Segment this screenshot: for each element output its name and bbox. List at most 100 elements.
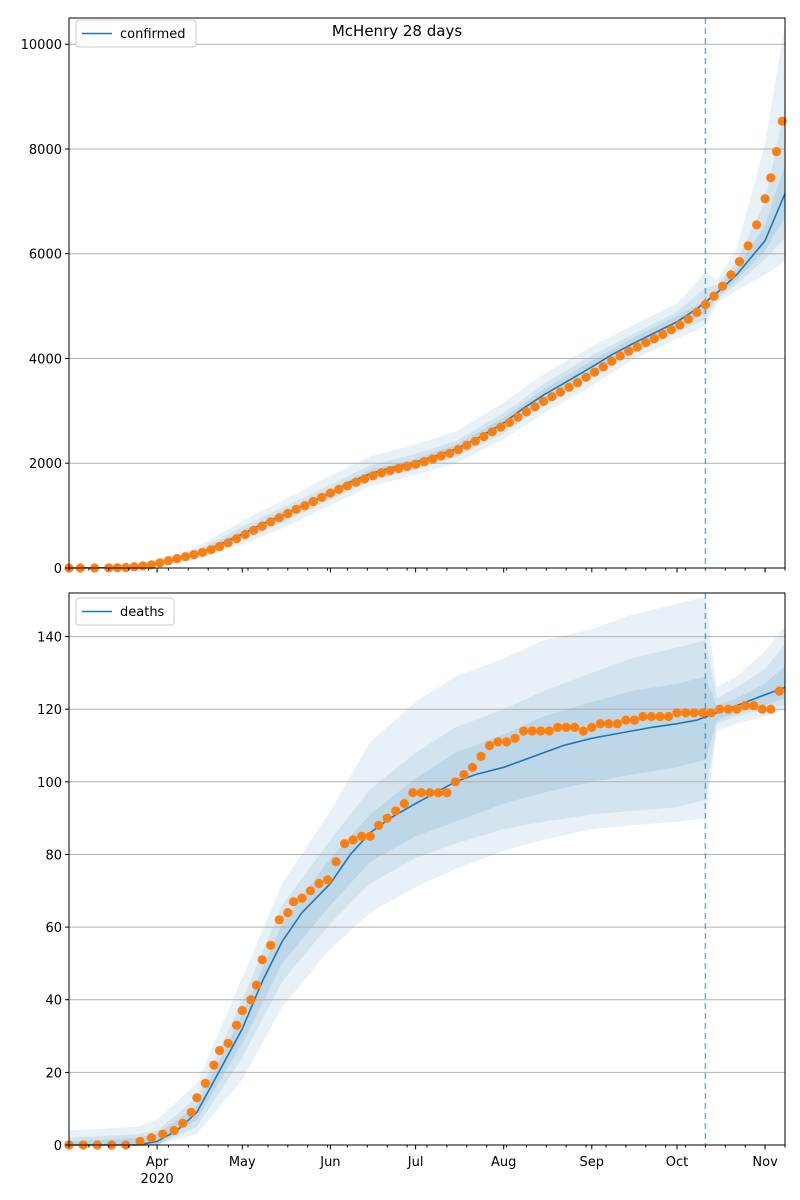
confirmed-observed-point <box>462 440 472 450</box>
deaths-observed-point <box>629 715 640 725</box>
deaths-x-tick-label: Aug <box>491 1155 516 1170</box>
confirmed-y-tick-label: 6000 <box>29 248 62 263</box>
confirmed-uncertainty-bands <box>69 23 785 568</box>
deaths-observed-point <box>158 1129 168 1139</box>
confirmed-observed-point <box>138 561 148 571</box>
deaths-observed-point <box>340 839 350 849</box>
deaths-observed-point <box>681 708 691 718</box>
confirmed-observed-point <box>487 427 497 437</box>
confirmed-observed-point <box>180 552 191 562</box>
deaths-observed-point <box>169 1125 179 1136</box>
deaths-observed-point <box>357 831 367 841</box>
confirmed-observed-point <box>683 314 694 324</box>
deaths-observed-point <box>595 719 605 729</box>
confirmed-observed-point <box>129 562 139 572</box>
deaths-observed-point <box>621 715 631 725</box>
deaths-x-tick-label: Sep <box>580 1155 605 1170</box>
confirmed-observed-point <box>607 356 617 366</box>
deaths-x-tick-label: Jun <box>319 1155 340 1170</box>
deaths-observed-point <box>467 762 478 772</box>
deaths-observed-point <box>399 799 409 809</box>
confirmed-observed-point <box>146 560 156 570</box>
deaths-x-tick-label: Jul <box>407 1155 424 1170</box>
confirmed-y-ticks: 0 2000 4000 6000 8000 10000 <box>21 38 69 577</box>
deaths-observed-point <box>749 701 759 711</box>
confirmed-model-line <box>68 193 786 569</box>
deaths-observed-point <box>251 980 262 990</box>
confirmed-observed-point <box>291 504 301 514</box>
confirmed-observed-point <box>232 534 242 544</box>
confirmed-observed-point <box>334 484 344 494</box>
confirmed-observed-point <box>283 508 293 519</box>
deaths-x-tick-label: Oct <box>666 1155 688 1170</box>
deaths-observed-point <box>740 701 750 711</box>
confirmed-legend-label: confirmed <box>120 27 186 42</box>
deaths-x-tick-year-label: 2020 <box>141 1172 174 1187</box>
confirmed-legend: confirmed <box>75 19 197 48</box>
confirmed-observed-point <box>266 517 276 527</box>
deaths-observed-point <box>237 1006 247 1016</box>
confirmed-observed-point <box>666 325 676 335</box>
deaths-y-tick-label: 60 <box>45 921 62 936</box>
confirmed-observed-point <box>692 307 702 317</box>
confirmed-observed-point <box>743 241 753 251</box>
deaths-observed-point <box>314 878 324 889</box>
deaths-band-inner <box>69 665 785 1145</box>
confirmed-y-tick-label: 4000 <box>29 353 62 368</box>
confirmed-observed-point <box>530 402 540 412</box>
confirmed-observed-point <box>189 550 199 560</box>
confirmed-legend-box <box>75 19 197 48</box>
deaths-observed-point <box>604 719 614 729</box>
confirmed-observed-point <box>573 378 583 388</box>
confirmed-observed-point <box>411 459 421 469</box>
confirmed-y-tick-label: 0 <box>54 562 62 577</box>
deaths-observed-point <box>408 788 418 798</box>
confirmed-observed-point <box>342 481 352 491</box>
confirmed-observed-point <box>368 471 378 481</box>
deaths-observed-point <box>178 1118 188 1128</box>
confirmed-observed-point <box>717 281 728 291</box>
deaths-observed-point <box>246 995 256 1005</box>
confirmed-observed-point <box>709 291 719 301</box>
confirmed-y-tick-label: 8000 <box>29 143 62 158</box>
deaths-observed-point <box>348 835 358 845</box>
confirmed-gridlines <box>69 43 785 464</box>
confirmed-axes-frame <box>68 17 786 569</box>
confirmed-y-tick-label: 10000 <box>21 38 62 53</box>
deaths-observed-point <box>672 708 682 718</box>
confirmed-observed-point <box>223 538 233 548</box>
deaths-observed-point <box>146 1133 156 1143</box>
deaths-observed-point <box>502 737 512 747</box>
confirmed-observed-point <box>726 270 736 280</box>
deaths-y-tick-label: 80 <box>45 849 62 864</box>
deaths-x-tick-label: May <box>229 1155 256 1170</box>
confirmed-observed-point <box>649 334 659 344</box>
deaths-observed-point <box>510 733 520 743</box>
deaths-observed-point <box>493 737 503 747</box>
deaths-observed-point <box>553 722 563 733</box>
confirmed-observed-point <box>555 387 566 397</box>
deaths-observed-point <box>283 908 293 918</box>
confirmed-observed-point <box>385 466 395 476</box>
deaths-panel: 0 20 40 60 80 100 120 140 Apr 2020 May Jun Jul Aug Se… <box>37 592 786 1187</box>
confirmed-observed-point <box>632 342 642 352</box>
deaths-observed-point <box>484 740 495 751</box>
confirmed-x-ticks <box>68 568 786 573</box>
confirmed-observed-point <box>155 558 165 568</box>
confirmed-observed-points <box>64 116 787 573</box>
deaths-observed-point <box>288 897 299 907</box>
confirmed-panel: 0 2000 4000 6000 8000 10000 confirmed <box>21 17 787 577</box>
confirmed-observed-point <box>163 556 173 566</box>
deaths-observed-point <box>274 915 284 925</box>
confirmed-observed-point <box>376 468 387 478</box>
deaths-y-tick-label: 100 <box>37 776 62 791</box>
confirmed-observed-point <box>436 451 446 461</box>
deaths-observed-point <box>209 1060 219 1070</box>
deaths-observed-point <box>578 726 588 736</box>
deaths-y-tick-label: 120 <box>37 703 62 718</box>
confirmed-observed-point <box>581 372 591 382</box>
confirmed-observed-point <box>197 547 208 557</box>
confirmed-observed-point <box>658 329 668 339</box>
confirmed-observed-point <box>325 488 335 498</box>
deaths-gridlines <box>69 636 785 1073</box>
